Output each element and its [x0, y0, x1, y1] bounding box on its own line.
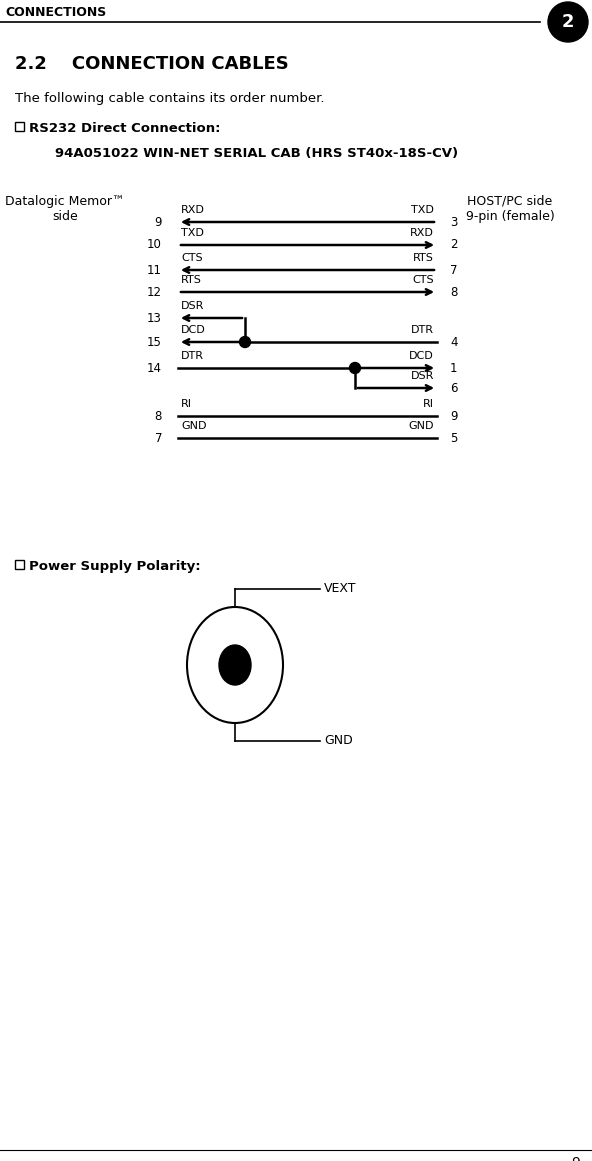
Text: 8: 8: [450, 286, 458, 298]
Text: DCD: DCD: [409, 351, 434, 361]
Bar: [15, 122, 24, 131]
Text: RXD: RXD: [181, 205, 205, 215]
Text: DSR: DSR: [181, 301, 204, 311]
Text: 14: 14: [147, 361, 162, 375]
Text: GND: GND: [324, 735, 353, 748]
Text: 12: 12: [147, 286, 162, 298]
Text: TXD: TXD: [411, 205, 434, 215]
Text: 2: 2: [562, 13, 574, 31]
Text: 5: 5: [450, 432, 458, 445]
Text: 13: 13: [147, 311, 162, 325]
Text: RXD: RXD: [410, 228, 434, 238]
Text: 94A051022 WIN-NET SERIAL CAB (HRS ST40x-18S-CV): 94A051022 WIN-NET SERIAL CAB (HRS ST40x-…: [55, 147, 458, 160]
Text: 15: 15: [147, 336, 162, 348]
Text: RI: RI: [423, 399, 434, 409]
Text: TXD: TXD: [181, 228, 204, 238]
Text: DTR: DTR: [181, 351, 204, 361]
Text: DCD: DCD: [181, 325, 206, 336]
Text: Datalogic Memor™
side: Datalogic Memor™ side: [5, 195, 125, 223]
Text: GND: GND: [181, 421, 207, 431]
Text: 1: 1: [450, 361, 458, 375]
Text: DSR: DSR: [411, 372, 434, 381]
Text: DTR: DTR: [411, 325, 434, 336]
Text: CTS: CTS: [413, 275, 434, 284]
Text: RI: RI: [181, 399, 192, 409]
Circle shape: [240, 337, 250, 347]
Text: 2.2    CONNECTION CABLES: 2.2 CONNECTION CABLES: [15, 55, 289, 73]
Text: CONNECTIONS: CONNECTIONS: [5, 6, 106, 19]
Text: 2: 2: [450, 238, 458, 252]
Text: HOST/PC side
9-pin (female): HOST/PC side 9-pin (female): [466, 195, 554, 223]
Text: 4: 4: [450, 336, 458, 348]
Bar: [15, 560, 24, 569]
Text: 9: 9: [155, 216, 162, 229]
Text: VEXT: VEXT: [324, 583, 356, 596]
Text: RTS: RTS: [413, 253, 434, 264]
Text: 6: 6: [450, 382, 458, 395]
Text: 8: 8: [155, 410, 162, 423]
Text: 11: 11: [147, 264, 162, 276]
Circle shape: [548, 2, 588, 42]
Text: The following cable contains its order number.: The following cable contains its order n…: [15, 92, 324, 104]
Circle shape: [349, 362, 361, 374]
Text: RS232 Direct Connection:: RS232 Direct Connection:: [29, 122, 220, 135]
Text: GND: GND: [408, 421, 434, 431]
Text: Power Supply Polarity:: Power Supply Polarity:: [29, 560, 201, 574]
Text: 10: 10: [147, 238, 162, 252]
Text: 9: 9: [571, 1156, 580, 1161]
Ellipse shape: [219, 646, 251, 685]
Text: 9: 9: [450, 410, 458, 423]
Text: CTS: CTS: [181, 253, 202, 264]
Text: 7: 7: [450, 264, 458, 276]
Text: 3: 3: [450, 216, 458, 229]
Text: 7: 7: [155, 432, 162, 445]
Text: RTS: RTS: [181, 275, 202, 284]
